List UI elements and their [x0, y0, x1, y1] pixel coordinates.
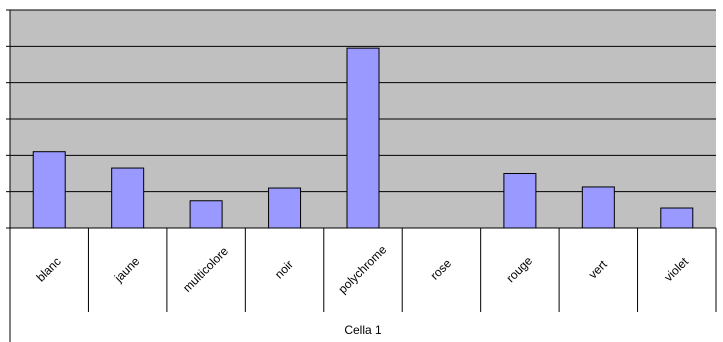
- bar-violet: [660, 207, 694, 229]
- bar-polychrome: [346, 47, 380, 229]
- bars: [32, 47, 694, 229]
- x-tick-label: rouge: [503, 253, 535, 285]
- bar-vert: [581, 186, 615, 229]
- x-axis-title: Cella 1: [344, 323, 382, 337]
- bar-noir: [268, 187, 302, 229]
- x-tick-label: multicolore: [180, 244, 231, 295]
- x-tick-labels: blanc jaune multicolore noir polychrome rose r…: [34, 242, 692, 296]
- x-tick-label: vert: [586, 257, 611, 282]
- x-tick-label: noir: [272, 257, 296, 281]
- x-tick-label: jaune: [111, 254, 143, 286]
- axes: [6, 9, 716, 342]
- x-tick-label: violet: [661, 254, 691, 284]
- category-ticks: [87, 228, 717, 312]
- bar-jaune: [111, 167, 145, 229]
- bar-blanc: [32, 151, 66, 229]
- x-tick-label: blanc: [34, 254, 64, 284]
- x-tick-label: rose: [428, 256, 455, 283]
- bar-rouge: [503, 173, 537, 229]
- bar-multicolore: [189, 200, 223, 229]
- x-tick-label: polychrome: [336, 242, 390, 296]
